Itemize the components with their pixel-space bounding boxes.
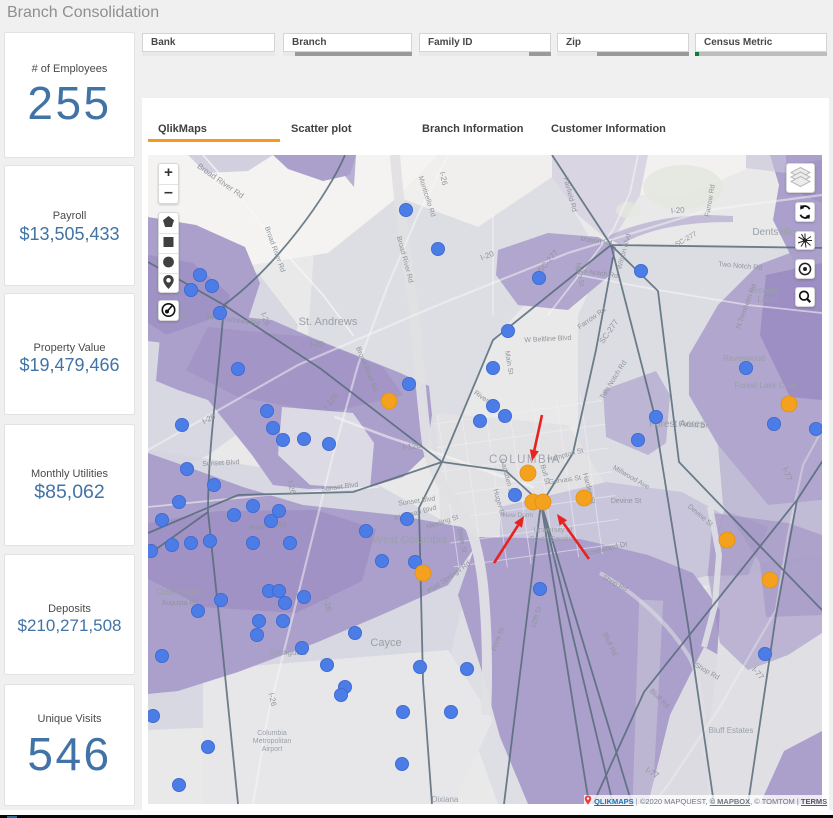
svg-text:I-26: I-26 — [438, 171, 450, 187]
svg-text:Forest Dr: Forest Dr — [678, 421, 708, 431]
svg-text:Mason Rd: Mason Rd — [580, 236, 613, 247]
svg-text:Oak Grove: Oak Grove — [156, 587, 205, 598]
svg-text:Two Notch Rd: Two Notch Rd — [718, 261, 763, 272]
svg-text:I-20: I-20 — [310, 340, 324, 349]
svg-text:Devine St: Devine St — [611, 498, 641, 505]
svg-text:Augusta Rd: Augusta Rd — [162, 600, 199, 607]
svg-text:I-20: I-20 — [671, 205, 686, 215]
svg-text:W Beltline Blvd: W Beltline Blvd — [524, 335, 571, 344]
svg-text:Main St: Main St — [574, 262, 585, 287]
svg-text:Airport: Airport — [262, 746, 283, 753]
svg-text:Cayce: Cayce — [370, 637, 401, 649]
svg-text:St. Andrews: St. Andrews — [299, 316, 358, 328]
svg-text:Metropolitan: Metropolitan — [253, 738, 292, 745]
svg-text:Bluff Estates: Bluff Estates — [709, 726, 754, 735]
svg-text:Sunset Blvd: Sunset Blvd — [202, 459, 240, 468]
svg-text:South Carolina: South Carolina — [530, 536, 576, 543]
svg-text:University of: University of — [534, 527, 573, 534]
svg-text:I-126: I-126 — [402, 441, 422, 453]
svg-text:I-26: I-26 — [285, 480, 297, 496]
svg-text:Ravenwood: Ravenwood — [723, 354, 765, 363]
svg-text:Gervais St: Gervais St — [548, 475, 581, 486]
svg-text:New Dorm: New Dorm — [503, 512, 534, 519]
svg-text:Forest Lake Club: Forest Lake Club — [735, 381, 796, 390]
svg-text:Arcadia: Arcadia — [750, 286, 778, 295]
svg-text:COLUMBIA: COLUMBIA — [489, 454, 561, 466]
svg-text:Main St: Main St — [503, 350, 514, 375]
svg-text:Lakes: Lakes — [757, 295, 778, 304]
svg-text:West Columbia: West Columbia — [373, 534, 448, 546]
svg-text:I-26: I-26 — [321, 597, 333, 613]
svg-text:Dentsville: Dentsville — [752, 227, 796, 238]
svg-text:Springdale: Springdale — [269, 648, 308, 657]
svg-text:Columbia: Columbia — [257, 730, 287, 737]
svg-text:Forest Acres: Forest Acres — [649, 419, 705, 430]
svg-text:Dixiana: Dixiana — [432, 795, 459, 804]
svg-text:I-26: I-26 — [267, 692, 279, 708]
